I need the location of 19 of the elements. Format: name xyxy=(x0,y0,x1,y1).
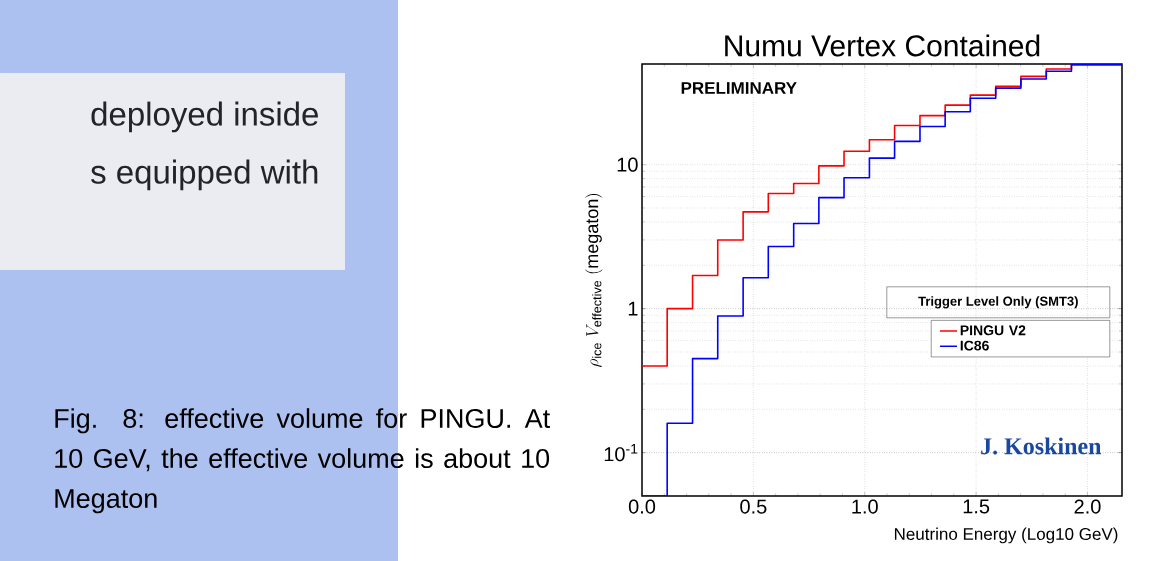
legend-label: IC86 xyxy=(960,340,989,351)
x-tick-label: 1.0 xyxy=(852,499,878,514)
y-axis-title: $\rho_{\mathrm{ice}}\ V_{\mathrm{effective}}\ \mathrm{(megaton)}$ xyxy=(585,194,603,367)
x-tick-label: 2.0 xyxy=(1074,499,1101,514)
y-tick-label: 1 xyxy=(628,301,638,316)
legend-title: Trigger Level Only (SMT3) xyxy=(918,296,1078,309)
caption: Fig. 8: effective volume for PINGU. At 10 GeV, the effective volume is about 10 Megaton xyxy=(55,408,550,514)
text: s equipped with xyxy=(91,159,318,191)
chart-title: Numu Vertex Contained xyxy=(725,34,1040,57)
text: deployed inside xyxy=(91,101,318,133)
legend-label: PINGU V2 xyxy=(960,325,1026,336)
x-tick-label: 0.0 xyxy=(628,499,656,514)
x-tick-label: 0.5 xyxy=(740,499,767,514)
x-tick-label: 1.5 xyxy=(963,499,990,514)
y-tick-label: 10$^{-1}$ xyxy=(604,443,638,462)
y-tick-label: 10 xyxy=(617,157,638,172)
annotation: PRELIMINARY xyxy=(681,82,797,94)
x-axis-title: Neutrino Energy (Log10 GeV) xyxy=(894,527,1118,544)
annotation: J. Koskinen xyxy=(981,437,1102,455)
